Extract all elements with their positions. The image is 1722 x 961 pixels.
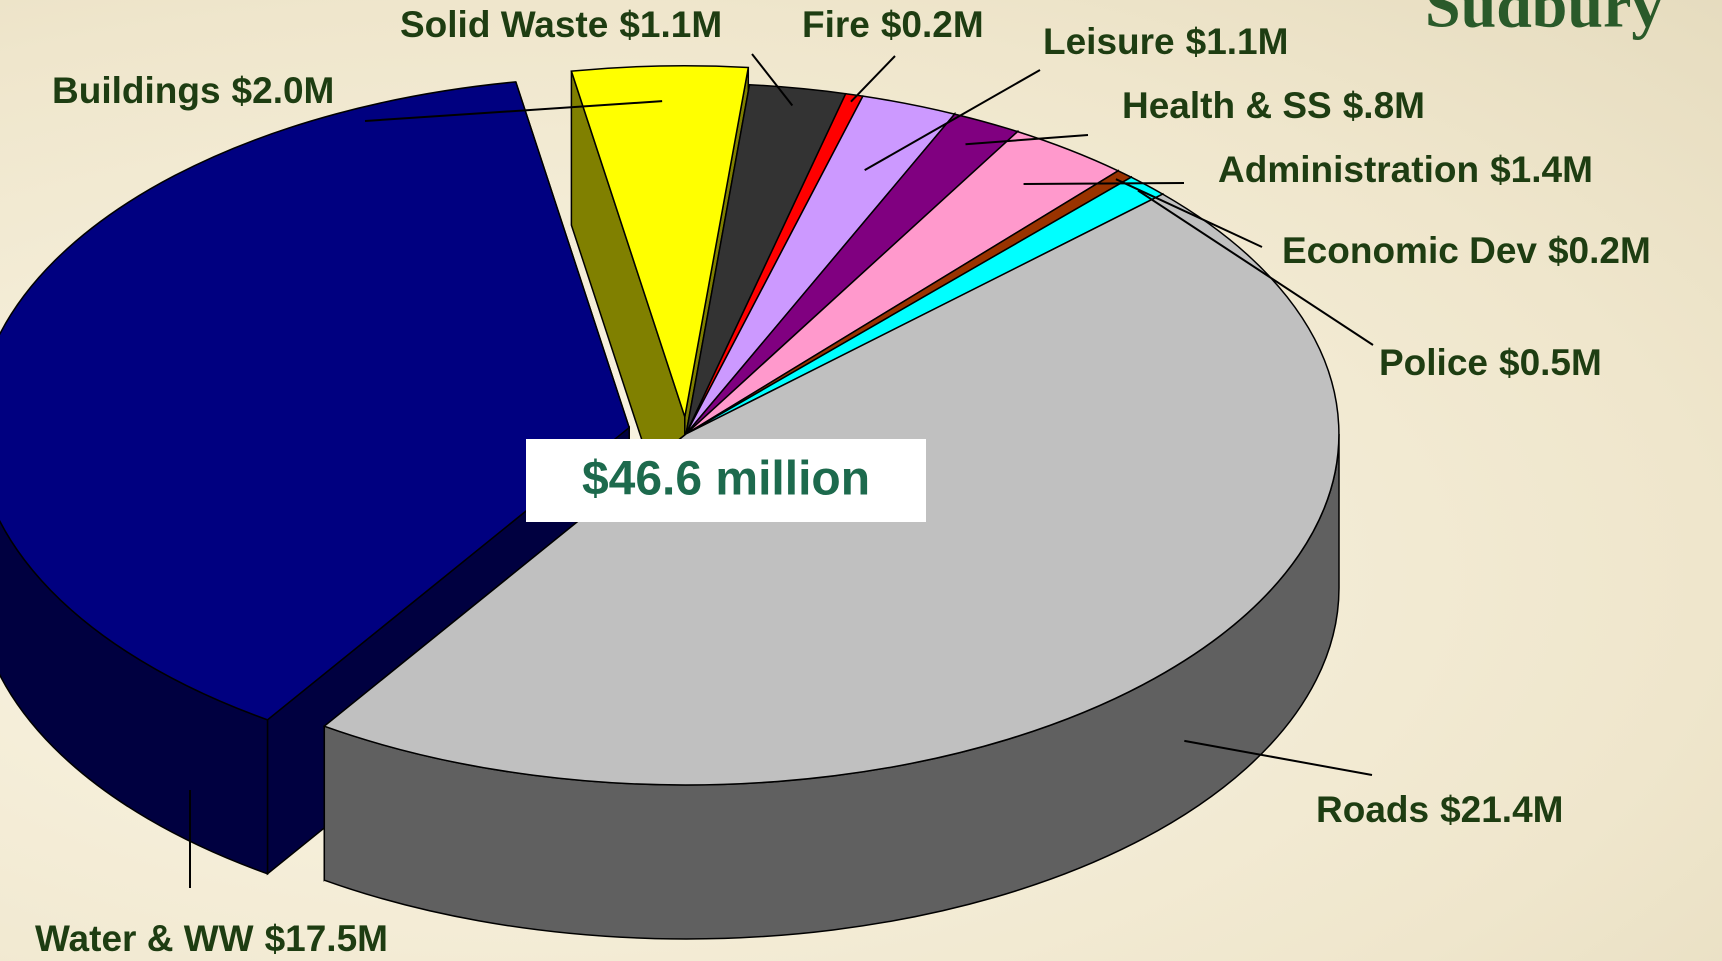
category-label: Fire <box>802 4 870 45</box>
leader-line <box>864 69 1041 172</box>
category-label: Administration <box>1218 149 1479 190</box>
leader-line <box>364 100 663 122</box>
value-label: $0.2M <box>881 4 984 45</box>
category-label: Water & WW <box>35 918 254 959</box>
data-label: Administration $1.4M <box>1218 149 1593 190</box>
category-label: Police <box>1379 342 1488 383</box>
category-label: Buildings <box>52 70 221 111</box>
leader-line <box>1137 189 1374 346</box>
category-label: Roads <box>1316 789 1429 830</box>
value-label: $1.1M <box>1186 21 1289 62</box>
value-label: $.8M <box>1343 85 1425 126</box>
data-label: Roads $21.4M <box>1316 789 1564 830</box>
leader-line <box>751 53 794 107</box>
slice <box>0 81 631 721</box>
category-label: Leisure <box>1043 21 1175 62</box>
data-label: Leisure $1.1M <box>1043 21 1288 62</box>
leader-line <box>1115 178 1263 248</box>
data-label: Police $0.5M <box>1379 342 1602 383</box>
value-label: $0.5M <box>1499 342 1602 383</box>
data-label: Economic Dev $0.2M <box>1282 230 1651 271</box>
data-label: Solid Waste $1.1M <box>400 4 722 45</box>
data-label: Buildings $2.0M <box>52 70 334 111</box>
value-label: $17.5M <box>265 918 388 959</box>
value-label: $21.4M <box>1440 789 1563 830</box>
leader-line <box>965 134 1089 146</box>
value-label: $1.1M <box>619 4 722 45</box>
total-annotation: $46.6 million <box>582 453 870 506</box>
logo: Sudbury <box>1425 0 1663 41</box>
leader-line <box>1184 739 1373 776</box>
leader-line <box>850 55 896 103</box>
category-label: Economic Dev <box>1282 230 1537 271</box>
data-label: Water & WW $17.5M <box>35 918 388 959</box>
value-label: $2.0M <box>232 70 335 111</box>
data-label: Health & SS $.8M <box>1122 85 1425 126</box>
category-label: Health & SS <box>1122 85 1332 126</box>
slice <box>570 65 750 418</box>
data-label: Fire $0.2M <box>802 4 984 45</box>
leader-line <box>1023 182 1185 186</box>
value-label: $0.2M <box>1548 230 1651 271</box>
category-label: Solid Waste <box>400 4 608 45</box>
value-label: $1.4M <box>1490 149 1593 190</box>
total-box <box>526 439 926 522</box>
